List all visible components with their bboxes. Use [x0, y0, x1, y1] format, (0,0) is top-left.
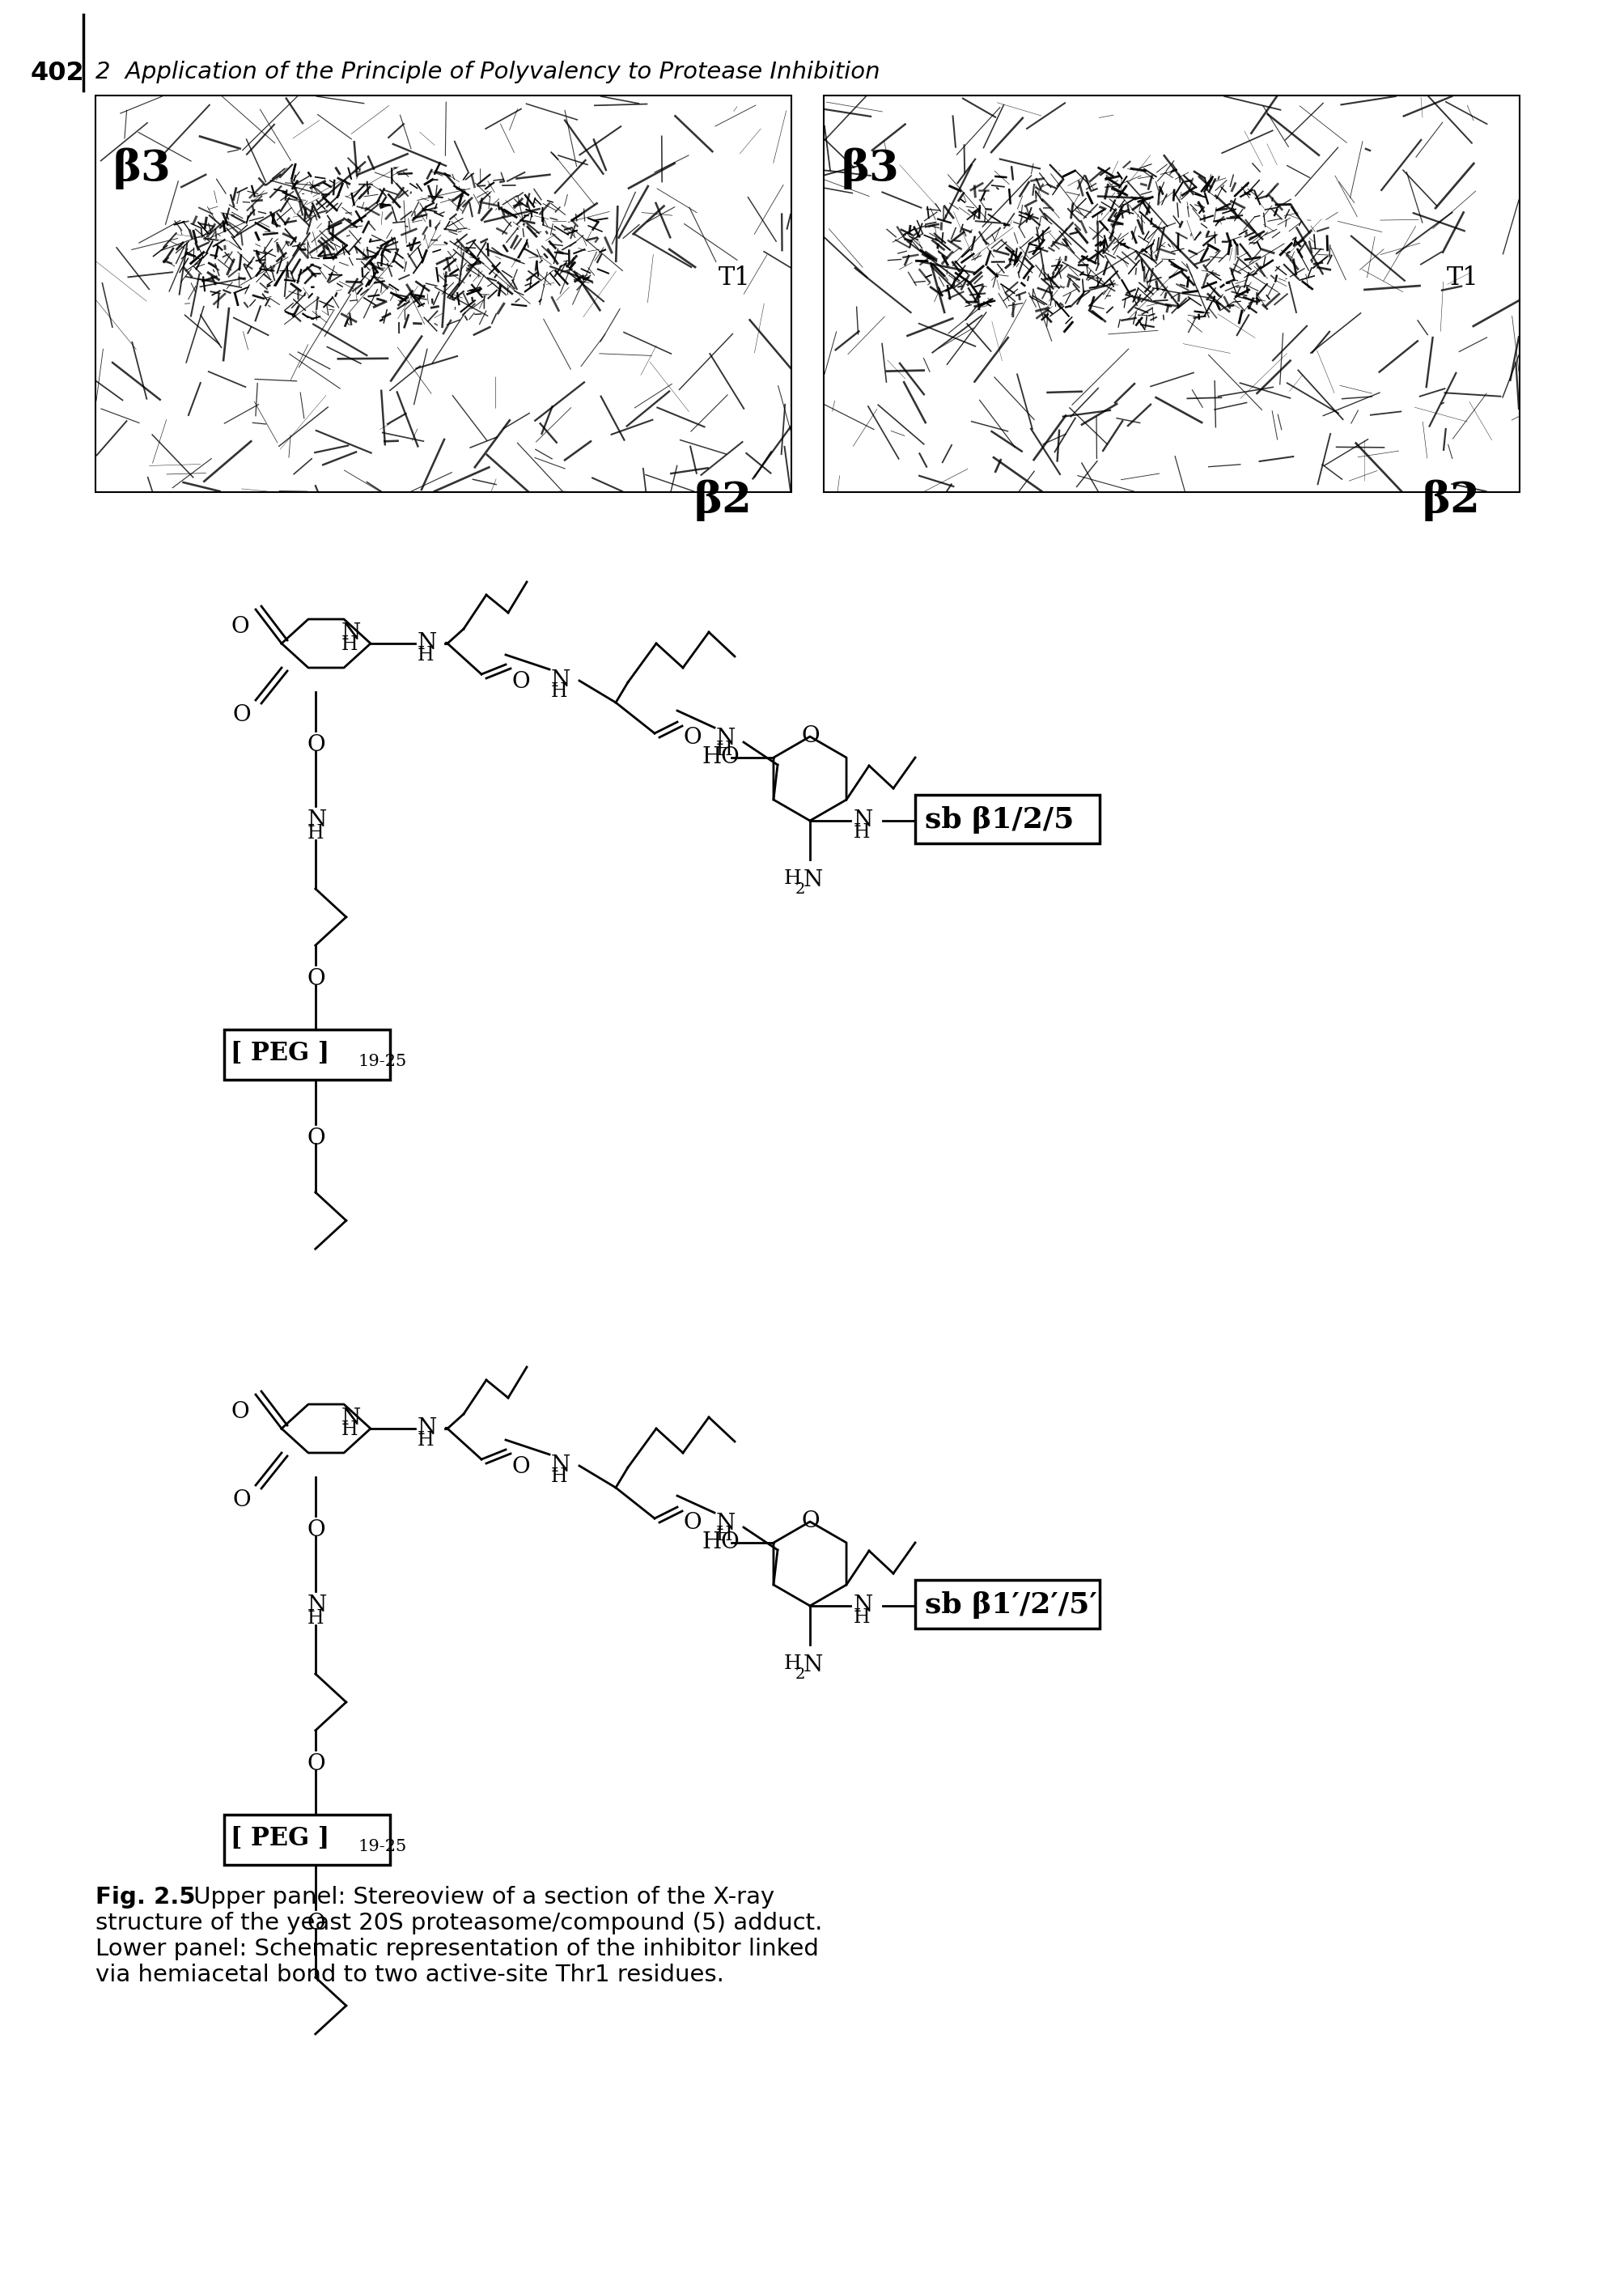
Text: via hemiacetal bond to two active-site Thr1 residues.: via hemiacetal bond to two active-site T… — [96, 1963, 724, 1986]
Text: N: N — [341, 1408, 361, 1431]
Text: N: N — [804, 869, 823, 892]
Text: Upper panel: Stereoview of a section of the X-ray: Upper panel: Stereoview of a section of … — [187, 1885, 775, 1908]
Text: N: N — [853, 809, 874, 832]
Text: H: H — [417, 1431, 434, 1449]
Text: H: H — [784, 1653, 801, 1674]
Text: N: N — [551, 1454, 570, 1477]
Text: O: O — [802, 725, 820, 748]
Text: O: O — [512, 1456, 531, 1479]
Text: O: O — [802, 1511, 820, 1532]
Bar — [96, 96, 791, 493]
Text: sb β1/2/5: sb β1/2/5 — [924, 807, 1073, 835]
Text: structure of the yeast 20S proteasome/compound (5) adduct.: structure of the yeast 20S proteasome/co… — [96, 1912, 822, 1935]
Text: H: H — [551, 683, 567, 702]
Text: 2: 2 — [796, 1667, 806, 1681]
Text: O: O — [307, 734, 325, 757]
Text: HO: HO — [702, 1532, 741, 1552]
Text: H: H — [716, 741, 732, 759]
Text: H: H — [853, 1607, 870, 1626]
Text: Fig. 2.5: Fig. 2.5 — [96, 1885, 195, 1908]
Text: N: N — [853, 1594, 874, 1617]
Text: T1: T1 — [718, 266, 750, 291]
Text: [ PEG ]: [ PEG ] — [231, 1041, 330, 1066]
Text: H: H — [853, 823, 870, 842]
Text: β2: β2 — [1421, 479, 1479, 521]
Text: N: N — [716, 1513, 736, 1534]
Bar — [823, 96, 1518, 493]
Text: N: N — [417, 633, 437, 654]
Text: O: O — [307, 1128, 325, 1149]
Text: β3: β3 — [114, 149, 171, 190]
Text: O: O — [512, 672, 531, 692]
Bar — [914, 1580, 1099, 1628]
Text: [ PEG ]: [ PEG ] — [231, 1825, 330, 1850]
Text: N: N — [341, 624, 361, 644]
Text: Lower panel: Schematic representation of the inhibitor linked: Lower panel: Schematic representation of… — [96, 1938, 818, 1961]
Text: 2: 2 — [796, 883, 806, 897]
Text: sb β1′/2′/5′: sb β1′/2′/5′ — [924, 1591, 1096, 1619]
Text: 19-25: 19-25 — [357, 1055, 406, 1069]
Bar — [224, 1030, 390, 1080]
Bar — [224, 1814, 390, 1864]
Text: 2  Application of the Principle of Polyvalency to Protease Inhibition: 2 Application of the Principle of Polyva… — [96, 60, 880, 83]
Text: 19-25: 19-25 — [357, 1839, 406, 1855]
Text: O: O — [232, 1488, 252, 1511]
Text: β2: β2 — [693, 479, 752, 521]
Text: O: O — [231, 617, 250, 637]
Text: N: N — [307, 1594, 326, 1617]
Text: H: H — [716, 1525, 732, 1543]
Text: O: O — [232, 704, 252, 727]
Text: O: O — [307, 1754, 325, 1775]
Bar — [914, 796, 1099, 844]
Text: N: N — [307, 809, 326, 832]
Text: N: N — [716, 727, 736, 750]
Text: H: H — [341, 635, 357, 654]
Text: T1: T1 — [1445, 266, 1478, 291]
Text: O: O — [684, 1511, 702, 1534]
Text: H: H — [551, 1468, 567, 1486]
Text: N: N — [417, 1417, 437, 1440]
Text: N: N — [804, 1653, 823, 1676]
Text: H: H — [784, 869, 801, 887]
Text: HO: HO — [702, 745, 741, 768]
Text: β3: β3 — [841, 149, 900, 190]
Text: O: O — [231, 1401, 250, 1424]
Text: O: O — [307, 1520, 325, 1541]
Text: 402: 402 — [31, 60, 84, 85]
Text: N: N — [551, 670, 570, 690]
Text: H: H — [307, 1610, 323, 1628]
Text: O: O — [307, 1912, 325, 1935]
Text: H: H — [417, 647, 434, 665]
Text: O: O — [684, 727, 702, 750]
Text: H: H — [307, 823, 323, 842]
Text: H: H — [341, 1419, 357, 1440]
Text: O: O — [307, 968, 325, 991]
